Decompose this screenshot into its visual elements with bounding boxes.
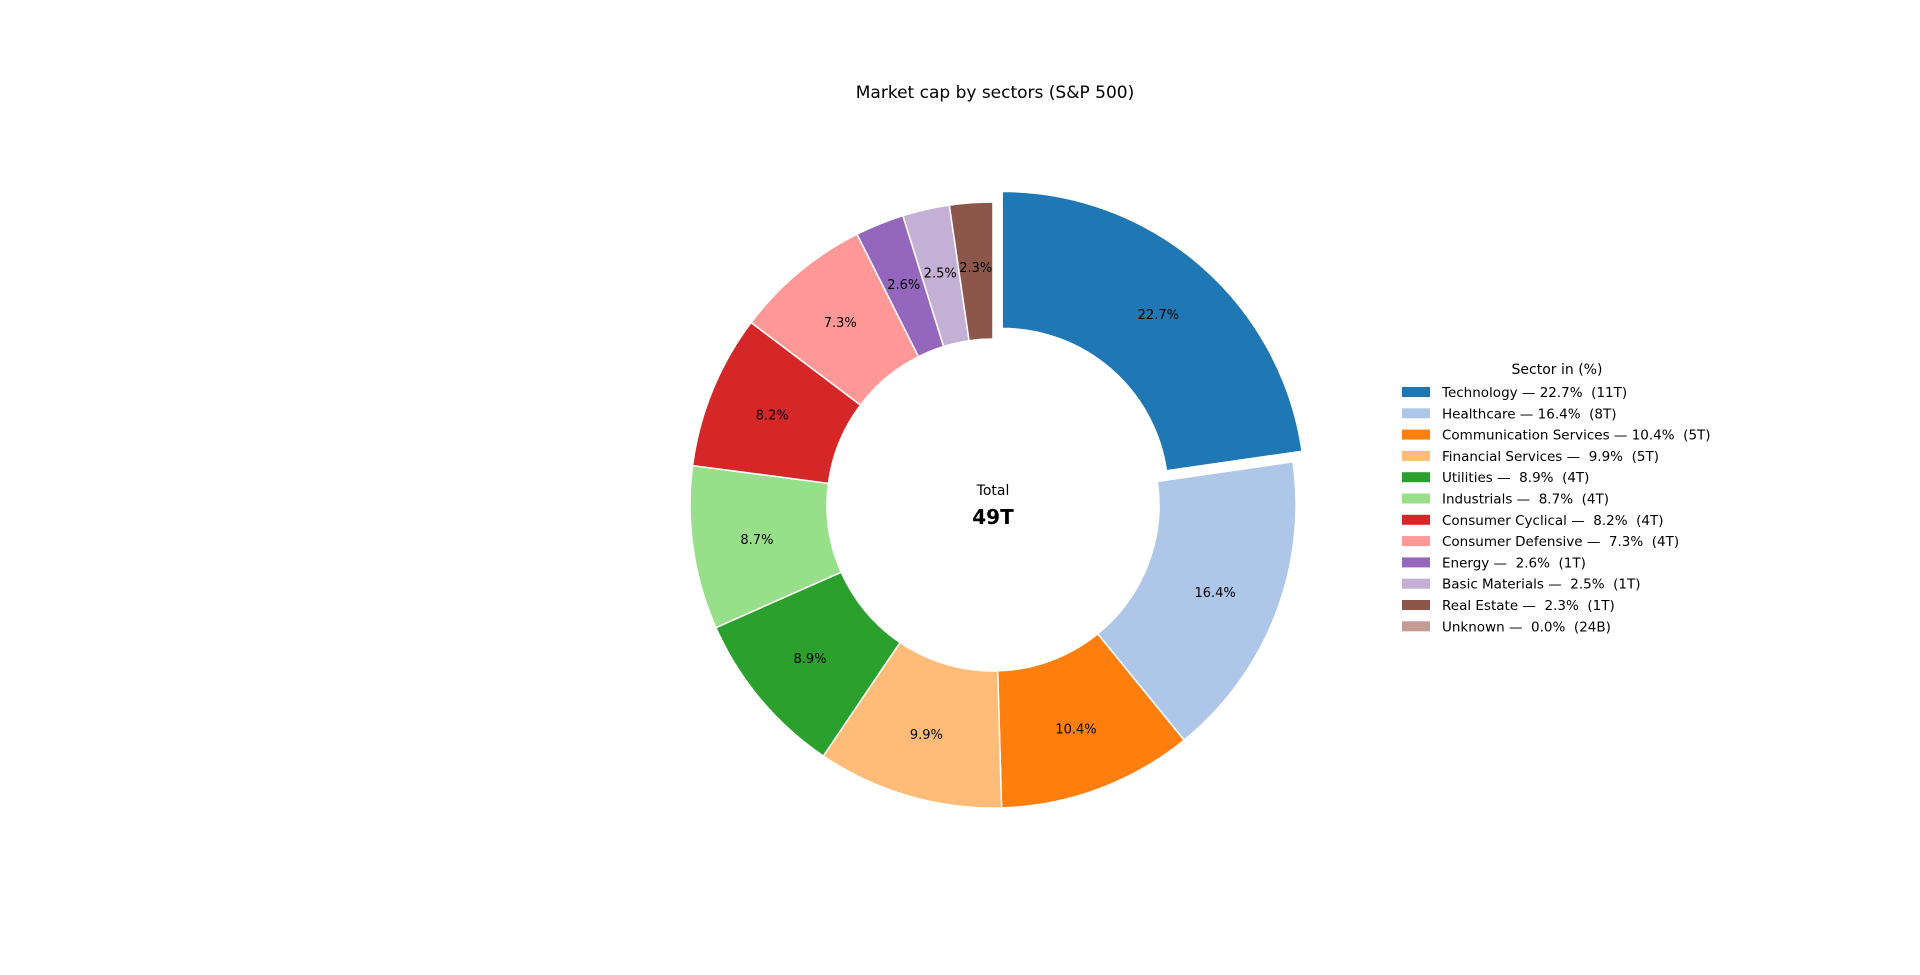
- legend-items: Technology — 22.7% (11T) Healthcare — 16.…: [1402, 385, 1711, 635]
- slice-label-consumer-defensive: 7.3%: [824, 316, 857, 331]
- legend-swatch-utilities: [1402, 472, 1430, 483]
- slice-label-utilities: 8.9%: [794, 652, 827, 667]
- slice-label-energy: 2.6%: [887, 278, 920, 293]
- chart-title: Market cap by sectors (S&P 500): [856, 83, 1134, 103]
- legend-swatch-unknown: [1402, 621, 1430, 632]
- legend-swatch-consumer-cyclical: [1402, 514, 1430, 525]
- slice-label-basic-materials: 2.5%: [924, 266, 957, 281]
- legend-label-healthcare: Healthcare — 16.4% (8T): [1442, 406, 1617, 422]
- slice-label-financial-services: 9.9%: [910, 728, 943, 743]
- legend-swatch-real-estate: [1402, 600, 1430, 610]
- center-label: Total: [976, 483, 1010, 499]
- legend-label-technology: Technology — 22.7% (11T): [1441, 385, 1627, 401]
- legend-swatch-energy: [1402, 557, 1430, 568]
- slice-label-industrials: 8.7%: [740, 533, 773, 548]
- slice-label-consumer-cyclical: 8.2%: [756, 409, 789, 424]
- legend-label-consumer-cyclical: Consumer Cyclical — 8.2% (4T): [1442, 513, 1664, 529]
- center-total-value: 49T: [972, 505, 1014, 529]
- legend-label-unknown: Unknown — 0.0% (24B): [1442, 619, 1611, 635]
- slice-label-real-estate: 2.3%: [959, 261, 992, 276]
- legend-swatch-healthcare: [1402, 408, 1430, 419]
- slice-label-communication-services: 10.4%: [1055, 723, 1096, 738]
- legend-swatch-financial-services: [1402, 450, 1430, 461]
- legend-swatch-technology: [1402, 387, 1430, 397]
- legend-label-financial-services: Financial Services — 9.9% (5T): [1442, 449, 1659, 465]
- legend-title: Sector in (%): [1512, 362, 1603, 378]
- legend-swatch-basic-materials: [1402, 578, 1430, 589]
- slice-technology: [1001, 190, 1303, 472]
- slice-label-technology: 22.7%: [1138, 308, 1179, 323]
- legend-label-communication-services: Communication Services — 10.4% (5T): [1442, 428, 1711, 444]
- legend-label-basic-materials: Basic Materials — 2.5% (1T): [1442, 577, 1641, 593]
- legend-swatch-consumer-defensive: [1402, 536, 1430, 547]
- legend-label-industrials: Industrials — 8.7% (4T): [1442, 492, 1609, 508]
- slice-real-estate: [948, 201, 994, 342]
- legend-label-real-estate: Real Estate — 2.3% (1T): [1442, 598, 1615, 614]
- slice-label-healthcare: 16.4%: [1194, 586, 1235, 601]
- legend-label-energy: Energy — 2.6% (1T): [1442, 555, 1586, 571]
- legend-label-consumer-defensive: Consumer Defensive — 7.3% (4T): [1442, 534, 1679, 550]
- legend-swatch-communication-services: [1402, 429, 1430, 440]
- slice-labels: 22.7% 16.4% 10.4% 9.9% 8.9% 8.7% 8.2% 7.3% 2.6% 2…: [740, 261, 1235, 743]
- pie-slices: [689, 190, 1303, 809]
- legend-label-utilities: Utilities — 8.9% (4T): [1442, 470, 1589, 486]
- legend-swatch-industrials: [1402, 493, 1430, 504]
- legend: Sector in (%) Technology — 22.7% (11T) He…: [1402, 362, 1711, 635]
- slice-healthcare: [1096, 460, 1297, 742]
